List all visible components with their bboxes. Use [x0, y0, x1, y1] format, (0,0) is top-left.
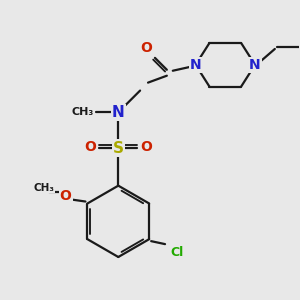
Text: CH₃: CH₃: [71, 107, 94, 117]
Text: O: O: [85, 140, 97, 154]
Text: N: N: [112, 105, 125, 120]
Text: CH₃: CH₃: [33, 183, 54, 193]
Text: O: O: [140, 140, 152, 154]
Text: O: O: [140, 41, 152, 55]
Text: Cl: Cl: [170, 245, 184, 259]
Text: N: N: [249, 58, 261, 72]
Text: N: N: [190, 58, 201, 72]
Text: O: O: [60, 189, 71, 202]
Text: S: S: [113, 140, 124, 155]
